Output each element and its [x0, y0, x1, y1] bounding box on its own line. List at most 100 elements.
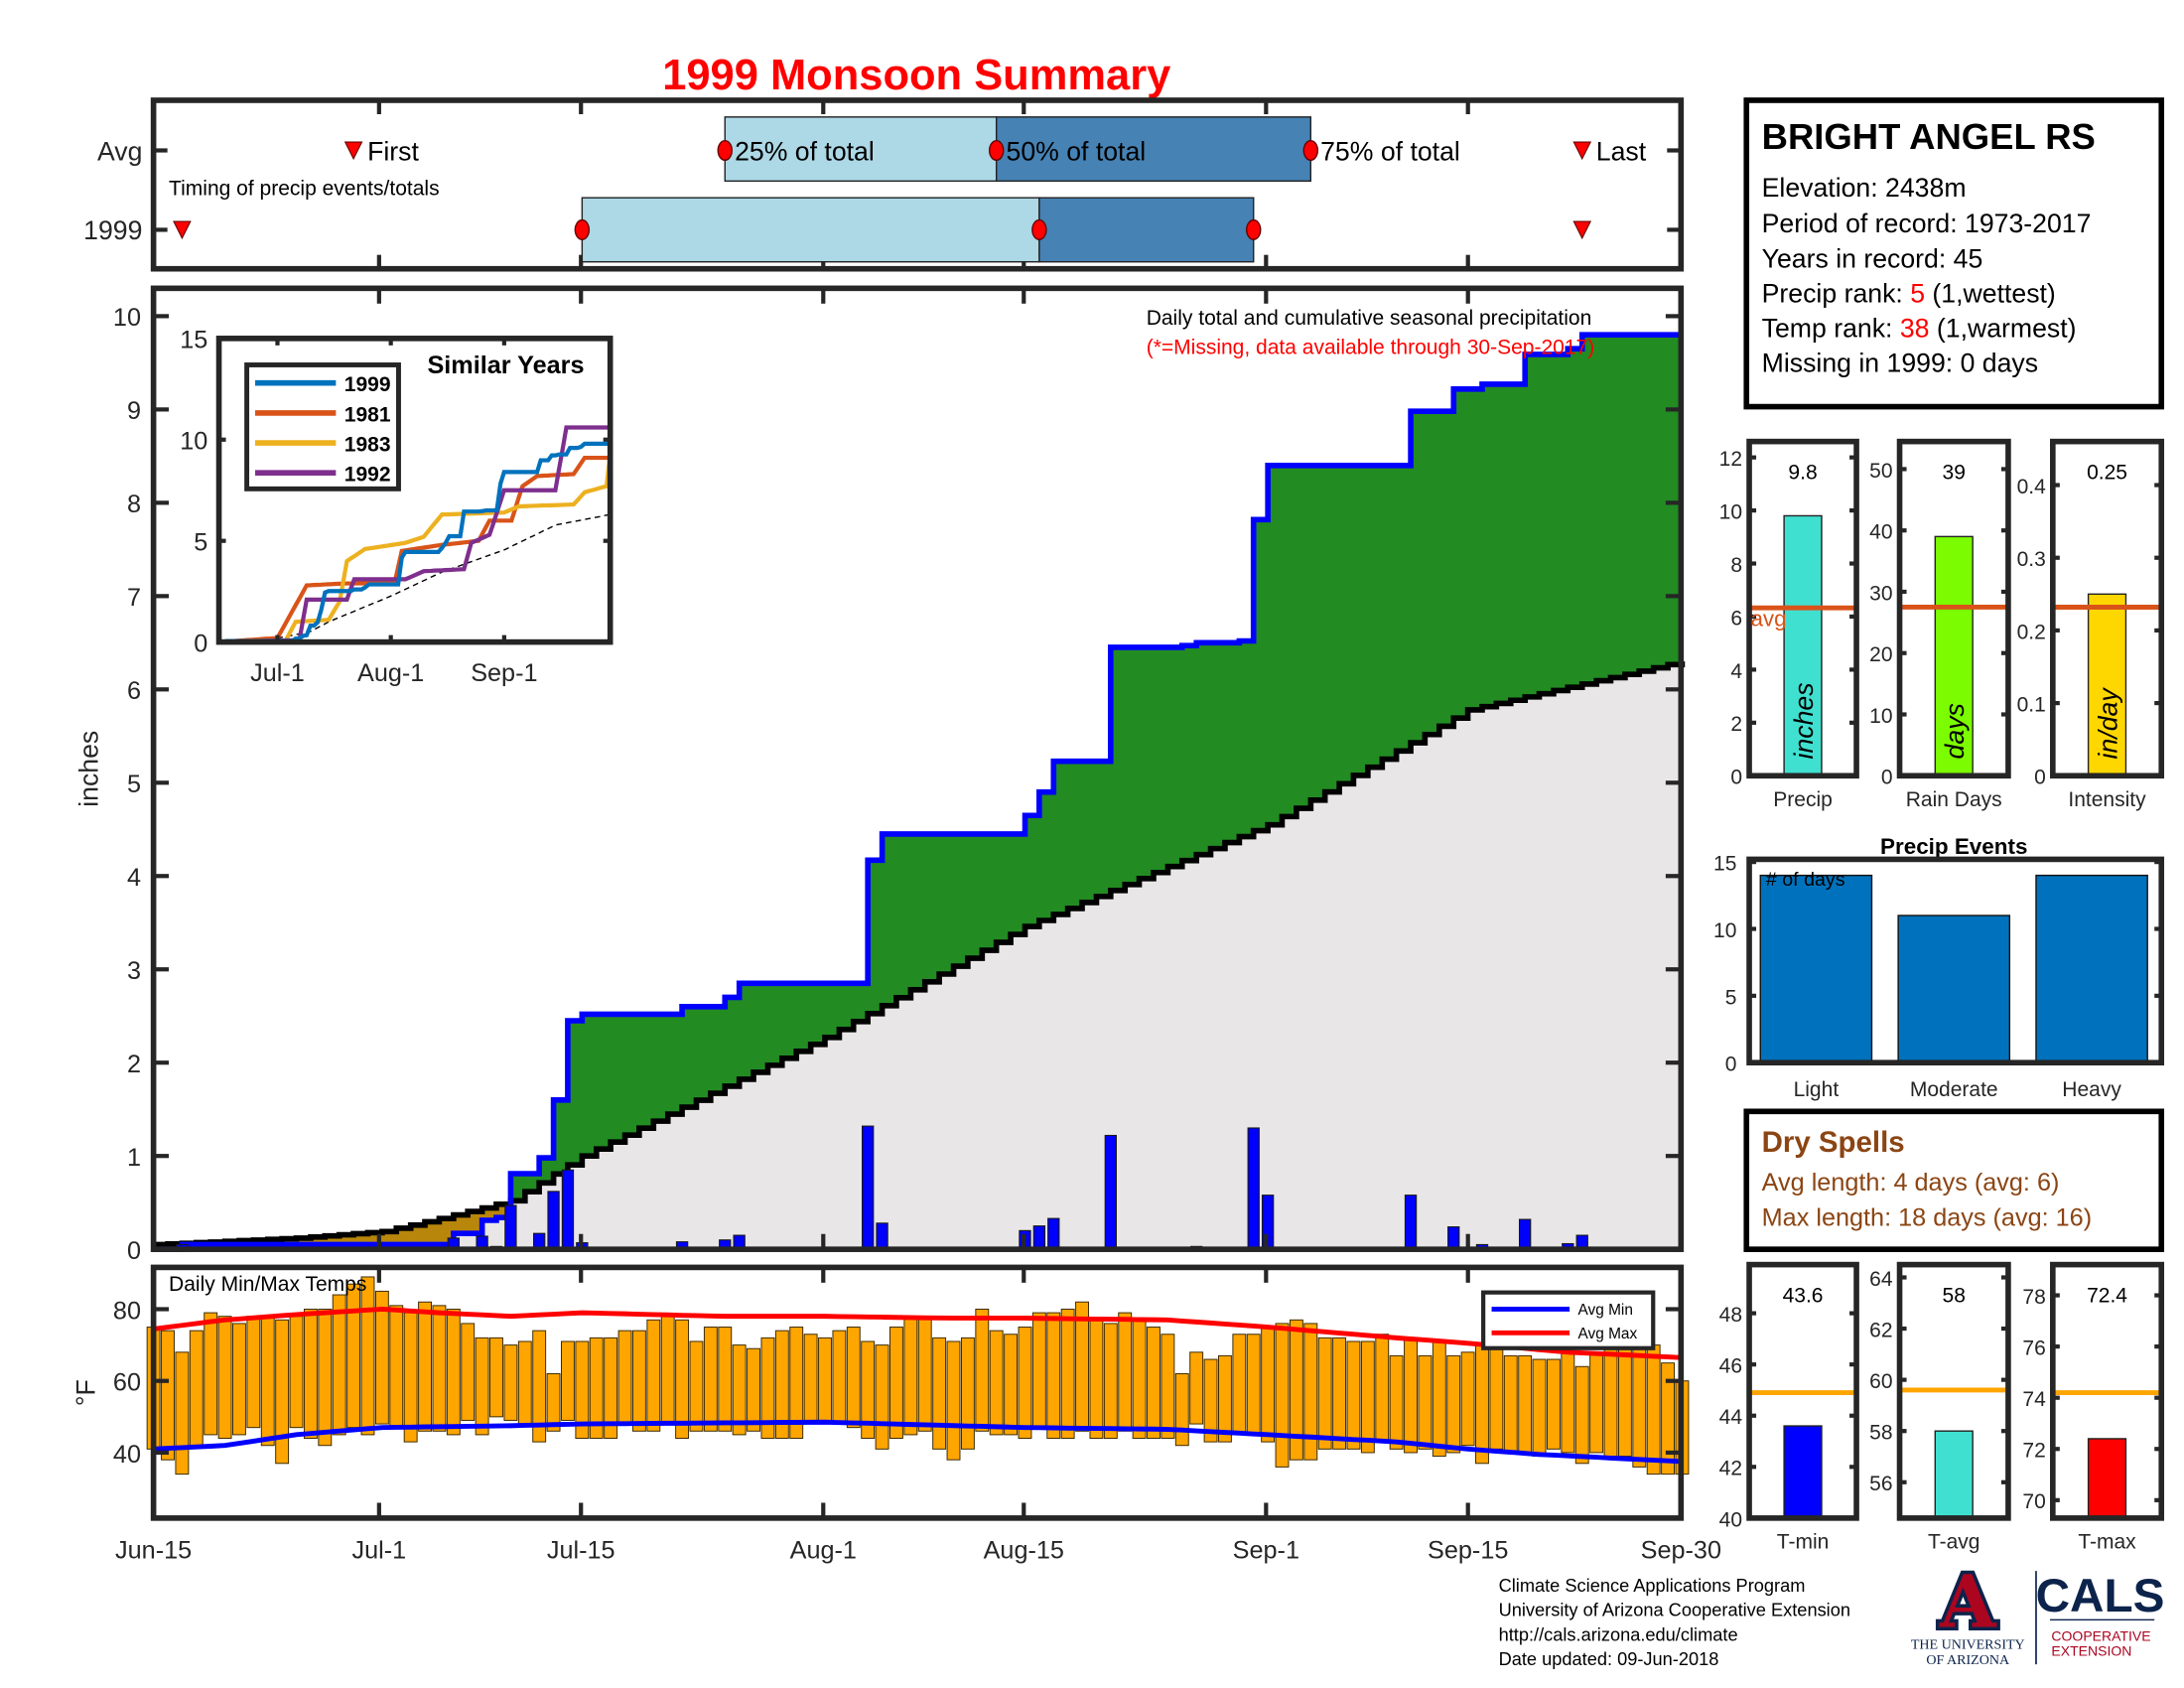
daily-temp-bar — [1574, 1365, 1589, 1465]
daily-temp-bar — [1246, 1334, 1261, 1436]
y-tick-label: 56 — [1869, 1473, 1892, 1495]
value-bar — [1934, 535, 1974, 776]
x-tick-label: Aug-1 — [790, 1537, 857, 1565]
daily-temp-bar — [1218, 1354, 1232, 1443]
daily-temp-bar — [1317, 1336, 1332, 1450]
daily-temp-bar — [774, 1330, 789, 1439]
daily-precip-bar — [547, 1191, 560, 1250]
y-tick-label: 48 — [1719, 1304, 1742, 1327]
unit-label: days — [1940, 703, 1970, 759]
inset-y-tick-label: 15 — [180, 327, 207, 354]
cals-logo-text: COOPERATIVE — [2051, 1627, 2150, 1643]
daily-temp-bar — [1646, 1344, 1661, 1476]
daily-temp-bar — [1561, 1351, 1575, 1454]
daily-temp-bar — [475, 1336, 489, 1436]
daily-temp-bar — [1303, 1323, 1318, 1461]
daily-temp-bar — [1346, 1340, 1361, 1450]
daily-temp-bar — [604, 1336, 618, 1439]
daily-temp-bar — [1518, 1354, 1533, 1454]
daily-temp-bar — [689, 1340, 704, 1432]
daily-temp-bar — [832, 1330, 847, 1425]
legend-label: 1992 — [344, 464, 391, 487]
value-bar — [1934, 1430, 1974, 1519]
x-tick-label: Jul-1 — [351, 1537, 406, 1565]
panel-frame — [1896, 1261, 2011, 1521]
daily-temp-bar — [1418, 1354, 1433, 1450]
dry-spells-max: Max length: 18 days (avg: 16) — [1762, 1203, 2092, 1231]
first-label: First — [367, 136, 419, 166]
category-label: T-max — [2078, 1531, 2136, 1554]
y-tick-label: 6 — [127, 677, 141, 705]
footer-line: University of Arizona Cooperative Extens… — [1499, 1600, 1850, 1620]
daily-temp-bar — [803, 1334, 818, 1425]
station-elevation: Elevation: 2438m — [1762, 173, 1967, 203]
rank-note: (1,wettest) — [1925, 278, 2056, 308]
temp-chart-frame — [150, 1264, 1685, 1521]
early-half-bar — [581, 197, 1040, 263]
avg-max-line — [153, 1307, 1683, 1360]
y-axis-label: inches — [74, 731, 104, 807]
footer-line: http://cals.arizona.edu/climate — [1499, 1623, 1738, 1644]
inset-x-tick-label: Sep-1 — [471, 659, 537, 687]
inset-x-tick-label: Aug-1 — [357, 659, 424, 687]
p25-label: 25% of total — [735, 136, 875, 166]
category-label: Precip — [1773, 788, 1833, 811]
row-label-avg: Avg — [97, 136, 142, 166]
rank-note: (1,warmest) — [1929, 313, 2076, 343]
legend-label: 1983 — [344, 433, 391, 456]
daily-temp-bar — [960, 1336, 975, 1450]
y-tick-label: 0.1 — [2017, 694, 2046, 717]
y-tick-label: 15 — [1713, 853, 1736, 876]
rank-label: Precip rank: — [1762, 278, 1911, 308]
y-tick-label: 2 — [1730, 713, 1742, 736]
dry-spells-box: Dry Spells Avg length: 4 days (avg: 6) Max… — [1743, 1108, 2165, 1252]
last-event-marker — [1572, 141, 1592, 161]
events-y-label: # of days — [1766, 869, 1845, 891]
value-label: 58 — [1943, 1284, 1966, 1307]
daily-temp-bar — [1547, 1358, 1561, 1450]
daily-temp-bar — [1289, 1319, 1303, 1461]
daily-temp-bar — [760, 1336, 775, 1439]
y-tick-label: 5 — [1725, 986, 1737, 1009]
first-event-marker — [343, 141, 363, 161]
events-frame — [1746, 856, 2165, 1066]
daily-temp-bar — [1460, 1351, 1475, 1447]
daily-temp-bar — [461, 1323, 476, 1421]
legend-label: Avg Max — [1578, 1326, 1638, 1342]
daily-temp-bar — [1046, 1312, 1061, 1439]
y-tick-label: 30 — [1869, 582, 1892, 605]
y-tick-label: 0.4 — [2017, 476, 2047, 498]
precip-events-chart: Precip Events Light Moderate Heavy 0 5 10 15 # o… — [1713, 834, 2165, 1101]
inset-frame — [215, 336, 614, 645]
footer-credits: Climate Science Applications Program Univ… — [1499, 1575, 1850, 1669]
daily-temp-bar — [204, 1312, 218, 1436]
daily-temp-bar — [275, 1319, 290, 1465]
daily-precip-bar — [1518, 1218, 1532, 1250]
daily-temp-bar — [217, 1316, 232, 1439]
daily-temp-bar — [1189, 1351, 1204, 1425]
legend-label: 1981 — [344, 403, 391, 426]
y-tick-label: 60 — [1869, 1370, 1892, 1393]
daily-temp-bar — [875, 1344, 889, 1450]
footer-line: Date updated: 09-Jun-2018 — [1499, 1648, 1719, 1669]
category-label: T-avg — [1928, 1531, 1980, 1554]
daily-temp-bar — [360, 1276, 375, 1436]
event-bar — [1897, 914, 2011, 1063]
y-tick-label: 74 — [2022, 1388, 2046, 1411]
y-tick-label: 10 — [1869, 705, 1892, 728]
dry-spells-avg: Avg length: 4 days (avg: 6) — [1762, 1169, 2060, 1196]
rank-value: 5 — [1910, 278, 1925, 308]
last-label: Last — [1596, 136, 1647, 166]
daily-temp-bar — [1617, 1340, 1632, 1458]
average-dashed-line — [218, 513, 611, 642]
daily-precip-bar — [876, 1222, 888, 1250]
daily-temp-bar — [1332, 1336, 1347, 1450]
daily-temp-bar — [575, 1340, 590, 1439]
university-of-arizona-logo: A — [1939, 1560, 1997, 1644]
daily-precip-bar — [1032, 1225, 1046, 1250]
main-precip-chart: 0 1 2 3 4 5 6 7 8 9 10 inches Daily total and cumula… — [74, 285, 1686, 1265]
daily-temp-bar — [346, 1283, 361, 1429]
daily-temp-bar — [1503, 1354, 1518, 1454]
y-tick-label: 0 — [1730, 767, 1742, 789]
y-tick-label: 6 — [1730, 607, 1742, 630]
